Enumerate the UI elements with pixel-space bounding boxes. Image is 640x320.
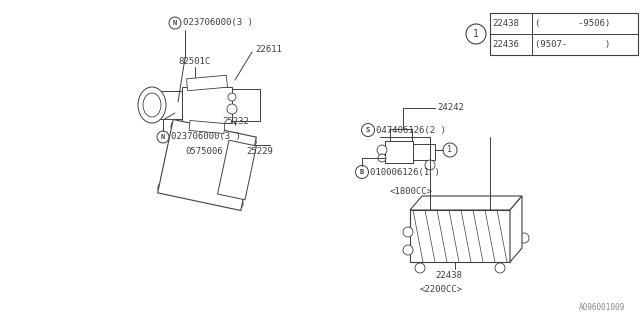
Circle shape (246, 137, 256, 147)
Text: 82501C: 82501C (178, 58, 211, 67)
Circle shape (403, 245, 413, 255)
Circle shape (415, 263, 425, 273)
Text: N: N (161, 134, 165, 140)
Circle shape (235, 201, 241, 207)
Text: 25232: 25232 (222, 117, 249, 126)
Circle shape (495, 263, 505, 273)
Circle shape (169, 17, 181, 29)
Circle shape (362, 124, 374, 137)
Text: 1: 1 (447, 146, 452, 155)
Text: 22438: 22438 (435, 270, 462, 279)
Circle shape (443, 143, 457, 157)
Circle shape (403, 227, 413, 237)
Ellipse shape (138, 87, 166, 123)
Text: S: S (366, 127, 370, 133)
Text: (9507-       ): (9507- ) (535, 40, 611, 49)
Circle shape (228, 93, 236, 101)
Bar (390, 129, 412, 141)
Polygon shape (218, 140, 257, 200)
Circle shape (160, 185, 166, 191)
Bar (182, 87, 232, 123)
Text: N: N (173, 20, 177, 26)
Text: 25229: 25229 (246, 148, 273, 156)
Bar (490, 13, 638, 55)
Text: <1800CC>: <1800CC> (390, 188, 433, 196)
Text: 023706000(3 ): 023706000(3 ) (183, 19, 253, 28)
Polygon shape (157, 119, 257, 211)
Text: 023706000(3 ): 023706000(3 ) (171, 132, 241, 141)
Circle shape (173, 123, 179, 129)
Bar (385, 141, 413, 163)
Circle shape (157, 131, 169, 143)
Text: 010006126(1 ): 010006126(1 ) (370, 167, 440, 177)
Polygon shape (186, 75, 227, 91)
Circle shape (227, 104, 237, 114)
Polygon shape (510, 196, 522, 262)
Bar (410, 210, 510, 262)
Bar (232, 89, 260, 121)
Text: 22438: 22438 (492, 19, 519, 28)
Circle shape (519, 233, 529, 243)
Bar (152, 91, 182, 119)
Text: 22611: 22611 (255, 45, 282, 54)
Circle shape (425, 160, 435, 170)
Bar (413, 144, 435, 160)
Circle shape (158, 183, 168, 193)
Circle shape (171, 121, 181, 131)
Circle shape (377, 145, 387, 155)
Circle shape (466, 24, 486, 44)
Text: B: B (360, 169, 364, 175)
Circle shape (248, 139, 254, 145)
Circle shape (355, 165, 369, 179)
Circle shape (233, 199, 243, 209)
Polygon shape (410, 196, 522, 210)
Text: <2200CC>: <2200CC> (420, 285, 463, 294)
Text: 0575006: 0575006 (185, 148, 223, 156)
Text: 047406126(2 ): 047406126(2 ) (376, 125, 446, 134)
Polygon shape (189, 121, 225, 133)
Text: 22436: 22436 (492, 40, 519, 49)
Ellipse shape (143, 93, 161, 117)
Text: 1: 1 (473, 29, 479, 39)
Text: A096001009: A096001009 (579, 303, 625, 312)
Text: (       -9506): ( -9506) (535, 19, 611, 28)
Circle shape (378, 154, 386, 162)
Text: 24242: 24242 (437, 103, 464, 113)
